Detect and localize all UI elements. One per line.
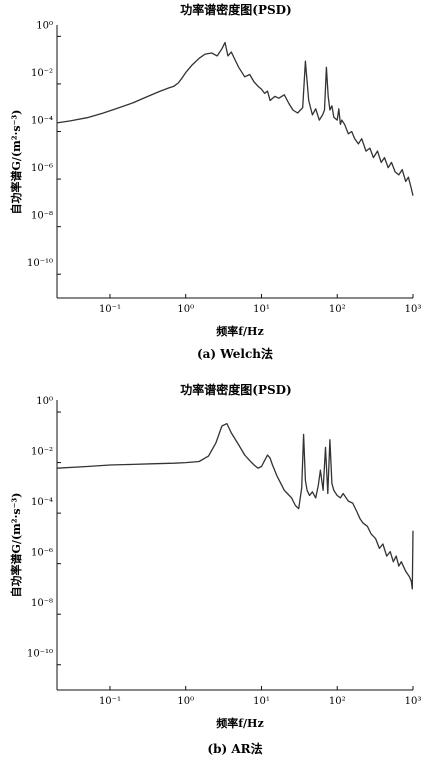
- y-ticks: 10⁻¹⁰ 10⁻⁸ 10⁻⁶ 10⁻⁴ 10⁻² 10⁰: [27, 396, 61, 666]
- y-ticks: 10⁻¹⁰ 10⁻⁸ 10⁻⁶ 10⁻⁴ 10⁻² 10⁰: [27, 20, 61, 275]
- x-tick-label: 10¹: [253, 304, 270, 315]
- x-tick-label: 10⁻¹: [99, 304, 121, 315]
- chart-title: 功率谱密度图(PSD): [180, 382, 291, 397]
- y-tick-label: 10⁰: [36, 20, 53, 31]
- x-axis-label: 频率f/Hz: [216, 716, 263, 730]
- y-tick-label: 10⁻⁴: [31, 497, 53, 508]
- x-tick-label: 10⁰: [177, 696, 194, 707]
- x-ticks: 10⁻¹ 10⁰ 10¹ 10² 10³: [99, 686, 421, 707]
- x-tick-label: 10³: [405, 696, 422, 707]
- y-axis-label: 自功率谱G/(m²·s⁻³): [9, 493, 23, 598]
- series-line: [56, 422, 414, 590]
- y-tick-label: 10⁻⁸: [31, 598, 53, 609]
- x-tick-label: 10³: [405, 304, 422, 315]
- x-tick-label: 10⁻¹: [99, 696, 121, 707]
- plot-area: [56, 400, 413, 691]
- x-tick-label: 10¹: [253, 696, 270, 707]
- x-axis-label: 频率f/Hz: [216, 324, 263, 338]
- chart-panel-b: 功率谱密度图(PSD) 10⁻¹ 10⁰ 10¹ 10² 10³ 10⁻¹⁰ 10⁻⁸ 10…: [0, 382, 430, 770]
- y-tick-label: 10⁻²: [31, 68, 53, 79]
- chart-panel-a: 功率谱密度图(PSD) 10⁻¹ 10⁰ 10¹ 10² 10³ 10⁻¹⁰ 10⁻⁸ 10…: [9, 2, 421, 361]
- x-tick-label: 10⁰: [177, 304, 194, 315]
- y-tick-label: 10⁻²: [31, 447, 53, 458]
- psd-chart-ar: 功率谱密度图(PSD) 10⁻¹ 10⁰ 10¹ 10² 10³ 10⁻¹⁰10⁻⁸10…: [9, 382, 421, 756]
- y-tick-label: 10⁻⁶: [31, 548, 53, 559]
- y-tick-label: 10⁻¹⁰: [27, 649, 53, 660]
- y-tick-label: 10⁻⁶: [31, 163, 53, 174]
- y-tick-label: 10⁻⁴: [31, 115, 53, 126]
- series-line: [56, 41, 414, 196]
- plot-area: [56, 25, 413, 299]
- chart-title: 功率谱密度图(PSD): [180, 2, 291, 17]
- panel-caption: (b) AR法: [207, 741, 262, 756]
- y-tick-label: 10⁻¹⁰: [27, 258, 53, 269]
- psd-chart-welch: 功率谱密度图(PSD) 10⁻¹ 10⁰ 10¹ 10² 10³ 10⁻¹⁰10⁻⁸10…: [9, 2, 421, 361]
- x-tick-label: 10²: [329, 304, 346, 315]
- panel-caption: (a) Welch法: [197, 346, 273, 361]
- y-tick-label: 10⁻⁸: [31, 211, 53, 222]
- y-tick-label: 10⁰: [36, 396, 53, 407]
- x-tick-label: 10²: [329, 696, 346, 707]
- x-ticks: 10⁻¹ 10⁰ 10¹ 10² 10³: [99, 294, 421, 315]
- y-axis-label: 自功率谱G/(m²·s⁻³): [9, 110, 23, 215]
